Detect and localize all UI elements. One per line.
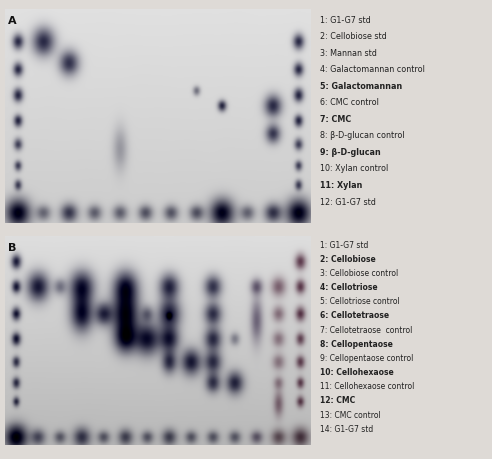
Text: 2: Cellobiose: 2: Cellobiose xyxy=(319,255,375,264)
Text: 8: Cellopentaose: 8: Cellopentaose xyxy=(319,340,393,349)
Text: 13: CMC control: 13: CMC control xyxy=(319,411,380,420)
Text: 11: 11 xyxy=(266,238,277,246)
Text: 6: Cellotetraose: 6: Cellotetraose xyxy=(319,311,389,320)
Text: 11: Xylan: 11: Xylan xyxy=(319,181,362,190)
Text: 5: 5 xyxy=(117,238,122,246)
Text: 14: G1-G7 std: 14: G1-G7 std xyxy=(319,425,373,434)
Text: B: B xyxy=(8,243,16,252)
Text: 12: G1-G7 std: 12: G1-G7 std xyxy=(319,197,375,207)
Text: 9: β-D-glucan: 9: β-D-glucan xyxy=(319,148,380,157)
Text: 11: Cellohexaose control: 11: Cellohexaose control xyxy=(319,382,414,391)
Text: 10: 10 xyxy=(241,238,252,246)
Text: 12: CMC: 12: CMC xyxy=(319,397,355,405)
Text: 4: Cellotriose: 4: Cellotriose xyxy=(319,283,377,292)
Text: 3: Mannan std: 3: Mannan std xyxy=(319,49,376,58)
Text: 1: G1-G7 std: 1: G1-G7 std xyxy=(319,16,370,25)
Text: 4: Galactomannan control: 4: Galactomannan control xyxy=(319,65,425,74)
Text: 6: 6 xyxy=(142,238,148,246)
Text: 5: Galactomannan: 5: Galactomannan xyxy=(319,82,402,91)
Text: 7: 7 xyxy=(167,238,173,246)
Text: 7: Cellotetraose  control: 7: Cellotetraose control xyxy=(319,325,412,335)
Text: 10: Xylan control: 10: Xylan control xyxy=(319,164,388,174)
Text: 5: Cellotriose control: 5: Cellotriose control xyxy=(319,297,399,306)
Text: 9: Cellopentaose control: 9: Cellopentaose control xyxy=(319,354,413,363)
Text: 8: β-D-glucan control: 8: β-D-glucan control xyxy=(319,131,404,140)
Text: 9: 9 xyxy=(218,238,224,246)
Text: 1: 1 xyxy=(15,238,21,246)
Text: 7: CMC: 7: CMC xyxy=(319,115,351,124)
Text: 4: 4 xyxy=(91,238,97,246)
Text: 3: Cellobiose control: 3: Cellobiose control xyxy=(319,269,398,278)
Text: 2: Cellobiose std: 2: Cellobiose std xyxy=(319,32,386,41)
Text: 2: 2 xyxy=(40,238,46,246)
Text: 6: CMC control: 6: CMC control xyxy=(319,98,378,107)
Text: 1: G1-G7 std: 1: G1-G7 std xyxy=(319,241,368,250)
Text: 10: Cellohexaose: 10: Cellohexaose xyxy=(319,368,393,377)
Text: 3: 3 xyxy=(65,238,71,246)
Text: 8: 8 xyxy=(193,238,198,246)
Text: 12: 12 xyxy=(292,238,303,246)
Text: A: A xyxy=(8,16,17,26)
